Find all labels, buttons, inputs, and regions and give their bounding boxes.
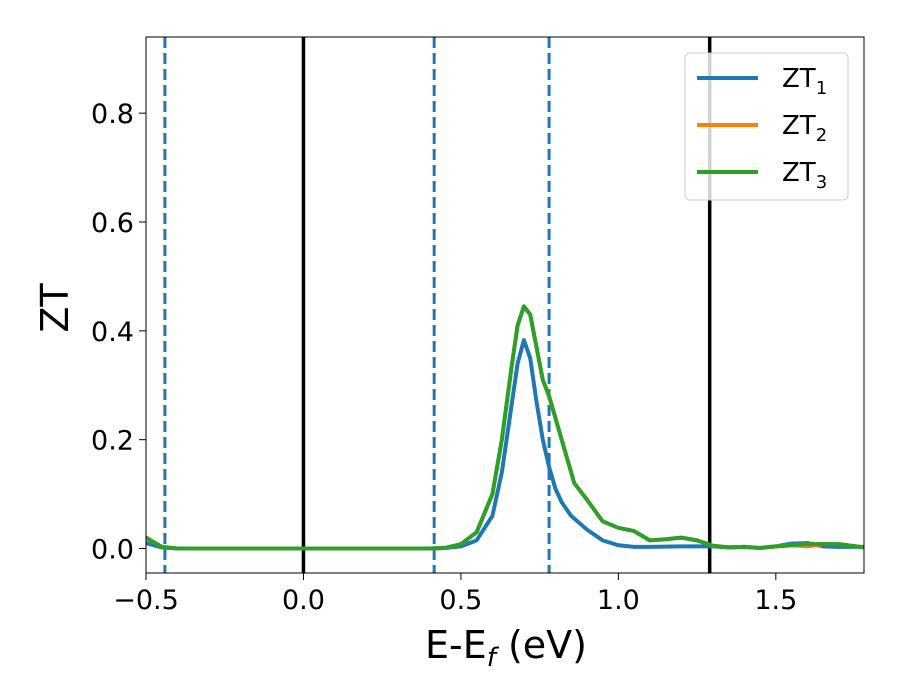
series-line-zt1	[146, 338, 864, 551]
x-tick-label: 1.0	[597, 585, 640, 616]
y-tick-label: 0.6	[91, 208, 134, 239]
y-tick-label: 0.0	[91, 535, 134, 566]
legend: ZT1 ZT2 ZT3	[684, 52, 849, 201]
x-axis-ticks: −0.5 0.0 0.5 1.0 1.5	[113, 573, 797, 616]
legend-label: ZT1	[782, 64, 827, 99]
plot-frame	[145, 36, 865, 574]
y-tick-label: 0.8	[91, 99, 134, 130]
legend-box	[684, 52, 849, 201]
legend-label: ZT2	[782, 111, 827, 146]
x-tick-label: −0.5	[113, 585, 179, 616]
legend-label: ZT3	[782, 158, 827, 193]
x-axis-label: E-Ef (eV)	[425, 623, 587, 673]
x-tick-label: 0.5	[439, 585, 482, 616]
y-tick-label: 0.4	[91, 317, 134, 348]
x-tick-label: 0.0	[282, 585, 325, 616]
y-tick-label: 0.2	[91, 426, 134, 457]
y-axis-ticks: 0.0 0.2 0.4 0.6 0.8	[91, 99, 146, 566]
x-tick-label: 1.5	[754, 585, 797, 616]
y-axis-label: ZT	[33, 283, 77, 333]
series-line-zt3	[146, 304, 864, 551]
